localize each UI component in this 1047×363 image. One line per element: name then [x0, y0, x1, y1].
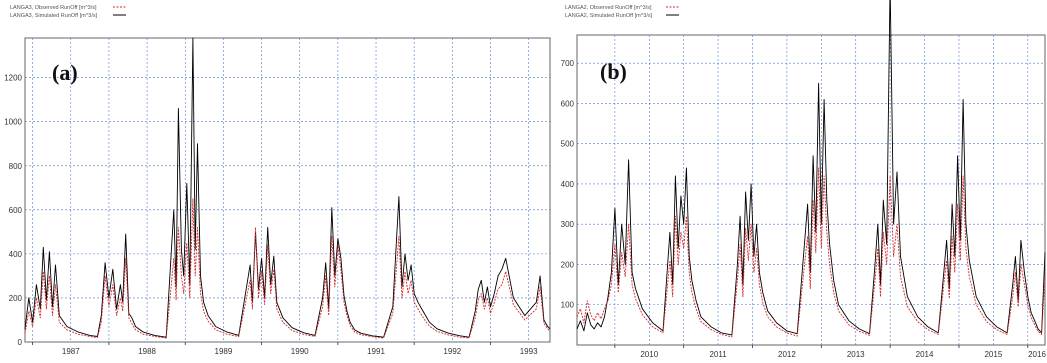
- y-tick-label: 400: [561, 180, 575, 189]
- panel-label-b: (b): [600, 59, 627, 84]
- grid-a: [25, 38, 550, 343]
- y-axis-a: 0 200 400 600 800 1000 1200: [4, 74, 22, 347]
- legend-entry-simulated-b: LANGA2, Simulated RunOff [m^3/s]: [565, 13, 653, 19]
- x-axis-b: 2010 2011 2012 2013 2014 2015 2016: [614, 345, 1046, 359]
- legend-entry-simulated-a: LANGA3, Simulated RunOff [m^3/s]: [10, 13, 98, 19]
- legend-entry-observed-a: LANGA3, Observed RunOff [m^3/s]: [10, 5, 97, 11]
- x-tick-label: 1992: [443, 347, 461, 356]
- series-simulated-line: [576, 0, 1046, 336]
- y-tick-label: 600: [9, 206, 23, 215]
- series-layer-b: [576, 0, 1046, 338]
- plot-area-a: [24, 37, 551, 343]
- x-tick-label: 2013: [847, 350, 865, 359]
- x-tick-label: 1991: [367, 347, 385, 356]
- legend-entry-observed-b: LANGA2, Observed RunOff [m^3/s]: [565, 5, 652, 11]
- x-tick-label: 1988: [138, 347, 156, 356]
- x-tick-label: 2016: [1028, 350, 1046, 359]
- y-tick-label: 800: [9, 162, 23, 171]
- y-tick-label: 1200: [4, 74, 22, 83]
- series-observed-line: [24, 198, 551, 339]
- y-tick-label: 200: [561, 260, 575, 269]
- plot-area-b: [576, 34, 1046, 346]
- x-axis-a: 1987 1988 1989 1990 1991 1992 1993: [32, 342, 538, 356]
- series-simulated-line: [24, 37, 551, 338]
- legend-b: LANGA2, Observed RunOff [m^3/s] LANGA2, …: [565, 5, 679, 19]
- x-tick-label: 2012: [778, 350, 796, 359]
- chart-panel-a: LANGA3, Observed RunOff [m^3/s] LANGA3, …: [4, 5, 551, 356]
- y-tick-label: 600: [561, 99, 575, 108]
- legend-a: LANGA3, Observed RunOff [m^3/s] LANGA3, …: [10, 5, 126, 19]
- x-tick-label: 1989: [215, 347, 233, 356]
- y-tick-label: 200: [9, 294, 23, 303]
- y-tick-label: 400: [9, 250, 23, 259]
- y-axis-b: 100 200 300 400 500 600 700: [561, 59, 575, 310]
- x-tick-label: 1987: [62, 347, 80, 356]
- y-tick-label: 700: [561, 59, 575, 68]
- x-tick-label: 2015: [984, 350, 1002, 359]
- x-tick-label: 2011: [709, 350, 727, 359]
- series-layer-a: [24, 37, 551, 339]
- y-tick-label: 0: [18, 338, 23, 347]
- panel-label-a: (a): [52, 60, 78, 85]
- y-tick-label: 100: [561, 301, 575, 310]
- x-tick-label: 2010: [640, 350, 658, 359]
- x-tick-label: 1990: [291, 347, 309, 356]
- x-tick-label: 1993: [520, 347, 538, 356]
- y-tick-label: 1000: [4, 118, 22, 127]
- grid-b: [577, 35, 1045, 345]
- y-tick-label: 300: [561, 220, 575, 229]
- y-tick-label: 500: [561, 140, 575, 149]
- chart-panel-b: LANGA2, Observed RunOff [m^3/s] LANGA2, …: [561, 0, 1046, 359]
- x-tick-label: 2014: [916, 350, 934, 359]
- series-observed-line: [576, 167, 1046, 338]
